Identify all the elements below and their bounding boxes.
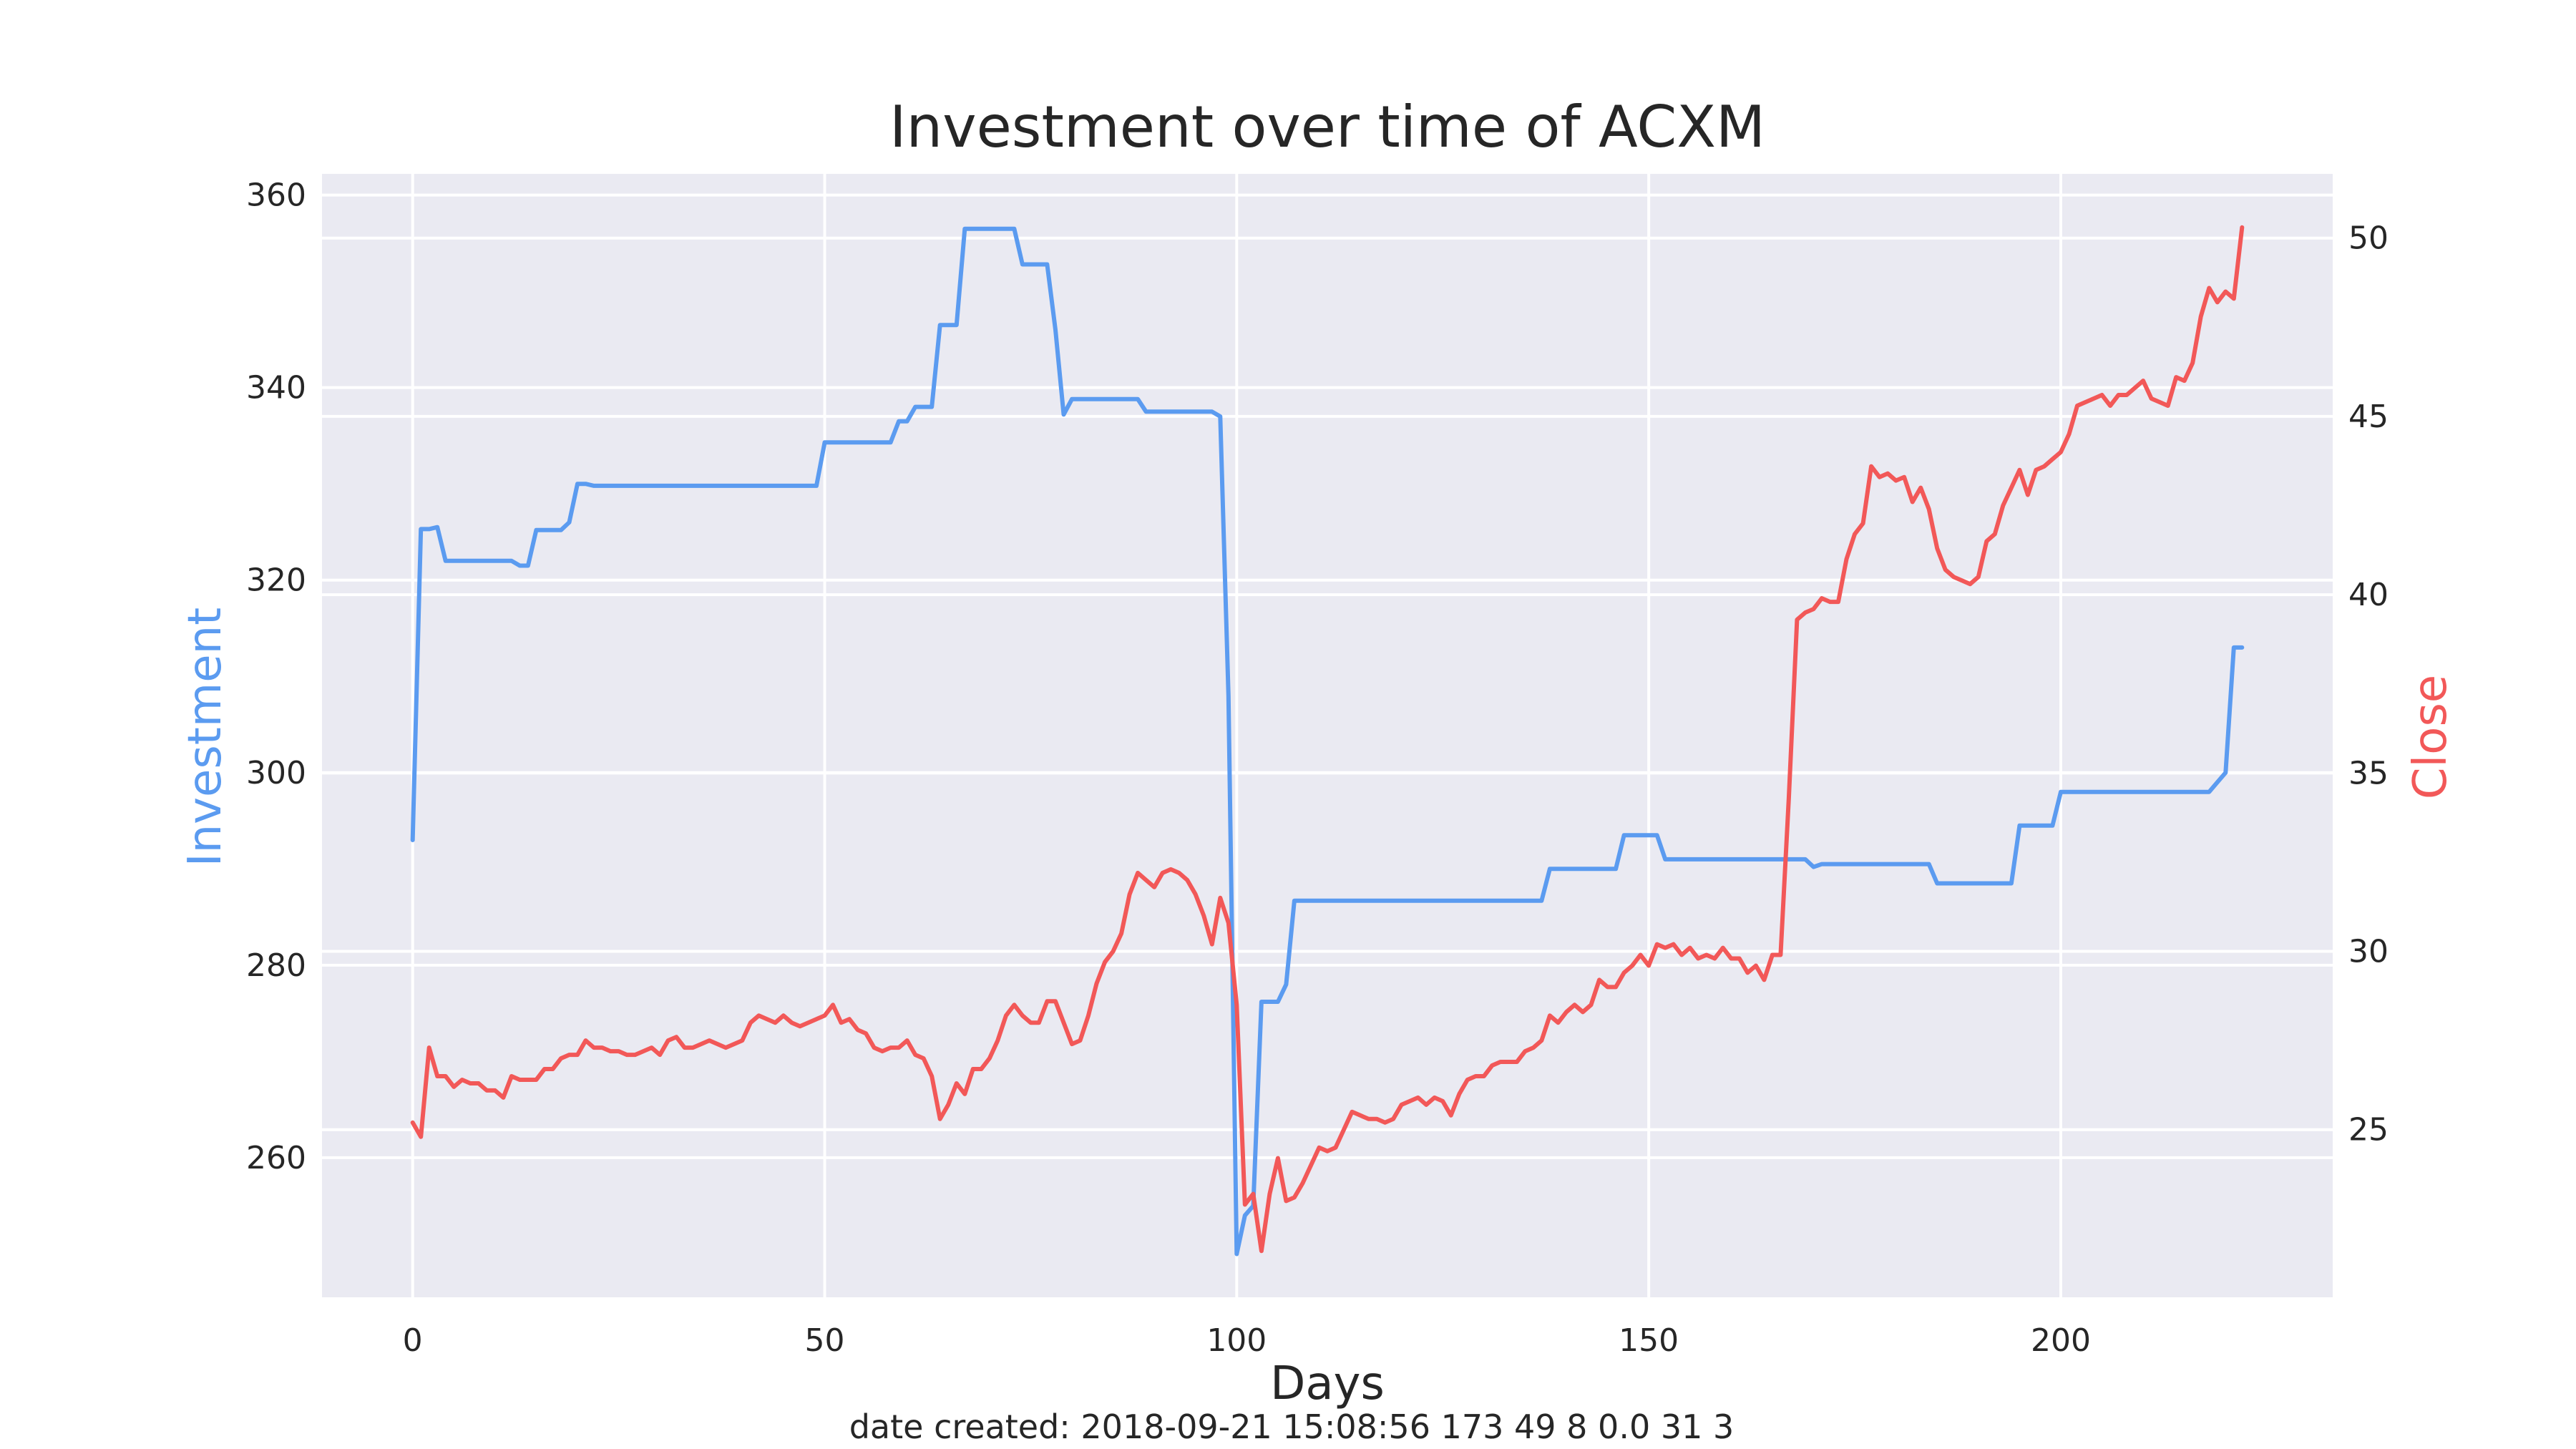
x-tick-label: 100 <box>1206 1322 1267 1359</box>
right-tick-label: 50 <box>2348 220 2389 257</box>
close-series-line <box>410 225 2245 1254</box>
left-tick-label: 300 <box>246 755 306 791</box>
right-axis-ticks: 25 30 35 40 45 50 <box>2348 220 2389 1148</box>
date-created-footer: date created: 2018-09-21 15:08:56 173 49… <box>849 1407 1735 1446</box>
x-axis-ticks: 0 50 100 150 200 <box>403 1322 2091 1359</box>
x-tick-label: 0 <box>403 1322 423 1359</box>
right-tick-label: 30 <box>2348 934 2389 970</box>
left-tick-label: 260 <box>246 1140 306 1176</box>
x-axis-label: Days <box>1270 1357 1385 1410</box>
left-axis-ticks: 260 280 300 320 340 360 <box>246 177 306 1176</box>
x-tick-label: 50 <box>805 1322 845 1359</box>
chart-title: Investment over time of ACXM <box>889 94 1765 160</box>
series-layer <box>410 225 2245 1257</box>
left-tick-label: 280 <box>246 947 306 984</box>
right-axis-label: Close <box>2404 675 2457 799</box>
right-tick-label: 45 <box>2348 399 2389 435</box>
left-tick-label: 320 <box>246 562 306 599</box>
x-tick-label: 150 <box>1619 1322 1679 1359</box>
right-tick-label: 25 <box>2348 1112 2389 1148</box>
x-tick-label: 200 <box>2031 1322 2091 1359</box>
left-tick-label: 360 <box>246 177 306 214</box>
investment-series-line <box>410 226 2245 1257</box>
right-tick-label: 35 <box>2348 755 2389 791</box>
grid <box>322 174 2333 1297</box>
left-axis-label: Investment <box>179 608 232 867</box>
left-tick-label: 340 <box>246 370 306 406</box>
plot-area <box>322 174 2333 1297</box>
right-tick-label: 40 <box>2348 577 2389 613</box>
